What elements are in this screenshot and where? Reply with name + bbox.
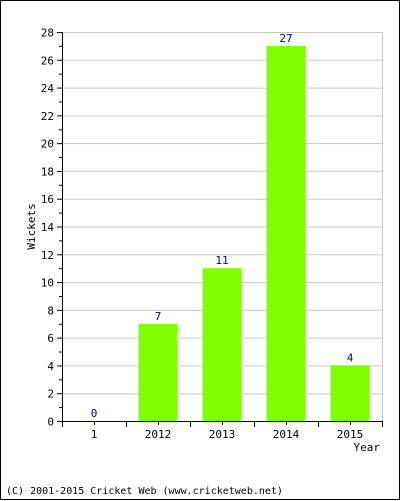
- bar-2013: [202, 268, 242, 421]
- copyright-footer: (C) 2001-2015 Cricket Web (www.cricketwe…: [6, 486, 283, 497]
- y-tick-label: 6: [47, 332, 54, 345]
- y-tick-label: 20: [41, 138, 54, 151]
- x-tick-label-2014: 2014: [273, 428, 300, 441]
- data-label-2014: 27: [279, 32, 292, 45]
- y-tick-label: 24: [41, 82, 55, 95]
- y-tick-label: 18: [41, 165, 54, 178]
- data-label-1: 0: [91, 407, 98, 420]
- y-tick-label: 2: [47, 388, 54, 401]
- x-axis-title: Year: [354, 441, 381, 454]
- y-tick-label: 22: [41, 110, 54, 123]
- x-tick-label-2013: 2013: [209, 428, 236, 441]
- y-tick-label: 4: [47, 360, 54, 373]
- data-label-2015: 4: [347, 351, 354, 364]
- data-label-2012: 7: [155, 310, 162, 323]
- axes: [57, 32, 383, 427]
- labels: 0246810121416182022242628017201211201327…: [25, 27, 380, 455]
- y-axis-title: Wickets: [25, 203, 38, 249]
- x-tick-label-2012: 2012: [145, 428, 172, 441]
- bar-2014: [266, 45, 306, 422]
- bar-2012: [138, 323, 178, 421]
- y-tick-label: 10: [41, 277, 54, 290]
- x-tick-label-2015: 2015: [337, 428, 364, 441]
- y-tick-label: 0: [47, 416, 54, 429]
- x-tick-label-1: 1: [91, 428, 98, 441]
- y-tick-label: 28: [41, 27, 54, 40]
- y-tick-label: 8: [47, 304, 54, 317]
- y-tick-label: 12: [41, 249, 54, 262]
- bar-2015: [330, 365, 370, 421]
- y-tick-label: 16: [41, 193, 54, 206]
- bars: [138, 45, 370, 422]
- y-tick-label: 26: [41, 54, 54, 67]
- data-label-2013: 11: [215, 254, 228, 267]
- y-tick-label: 14: [41, 221, 55, 234]
